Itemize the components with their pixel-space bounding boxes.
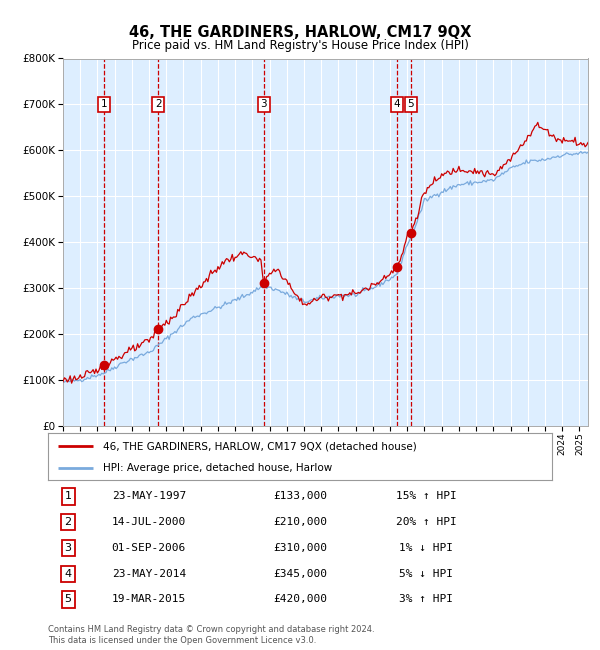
Text: 20% ↑ HPI: 20% ↑ HPI — [395, 517, 457, 527]
Text: 01-SEP-2006: 01-SEP-2006 — [112, 543, 186, 553]
Text: £133,000: £133,000 — [273, 491, 327, 501]
Text: 19-MAR-2015: 19-MAR-2015 — [112, 595, 186, 604]
Text: 3: 3 — [260, 99, 267, 109]
Text: £345,000: £345,000 — [273, 569, 327, 578]
Text: 5: 5 — [407, 99, 414, 109]
Text: 46, THE GARDINERS, HARLOW, CM17 9QX: 46, THE GARDINERS, HARLOW, CM17 9QX — [129, 25, 471, 40]
Text: 5% ↓ HPI: 5% ↓ HPI — [399, 569, 453, 578]
Text: £420,000: £420,000 — [273, 595, 327, 604]
Text: 46, THE GARDINERS, HARLOW, CM17 9QX (detached house): 46, THE GARDINERS, HARLOW, CM17 9QX (det… — [103, 441, 417, 451]
Text: 23-MAY-2014: 23-MAY-2014 — [112, 569, 186, 578]
Text: HPI: Average price, detached house, Harlow: HPI: Average price, detached house, Harl… — [103, 463, 332, 473]
Text: 2: 2 — [65, 517, 72, 527]
Text: 2: 2 — [155, 99, 161, 109]
Text: 3% ↑ HPI: 3% ↑ HPI — [399, 595, 453, 604]
Text: 3: 3 — [65, 543, 71, 553]
Text: 1% ↓ HPI: 1% ↓ HPI — [399, 543, 453, 553]
Text: 23-MAY-1997: 23-MAY-1997 — [112, 491, 186, 501]
Text: 1: 1 — [65, 491, 71, 501]
Text: Contains HM Land Registry data © Crown copyright and database right 2024.: Contains HM Land Registry data © Crown c… — [48, 625, 374, 634]
Text: 4: 4 — [65, 569, 72, 578]
Text: £210,000: £210,000 — [273, 517, 327, 527]
Text: £310,000: £310,000 — [273, 543, 327, 553]
Text: This data is licensed under the Open Government Licence v3.0.: This data is licensed under the Open Gov… — [48, 636, 316, 645]
Text: Price paid vs. HM Land Registry's House Price Index (HPI): Price paid vs. HM Land Registry's House … — [131, 39, 469, 52]
Text: 5: 5 — [65, 595, 71, 604]
Text: 4: 4 — [394, 99, 400, 109]
Text: 14-JUL-2000: 14-JUL-2000 — [112, 517, 186, 527]
Text: 1: 1 — [101, 99, 107, 109]
Text: 15% ↑ HPI: 15% ↑ HPI — [395, 491, 457, 501]
